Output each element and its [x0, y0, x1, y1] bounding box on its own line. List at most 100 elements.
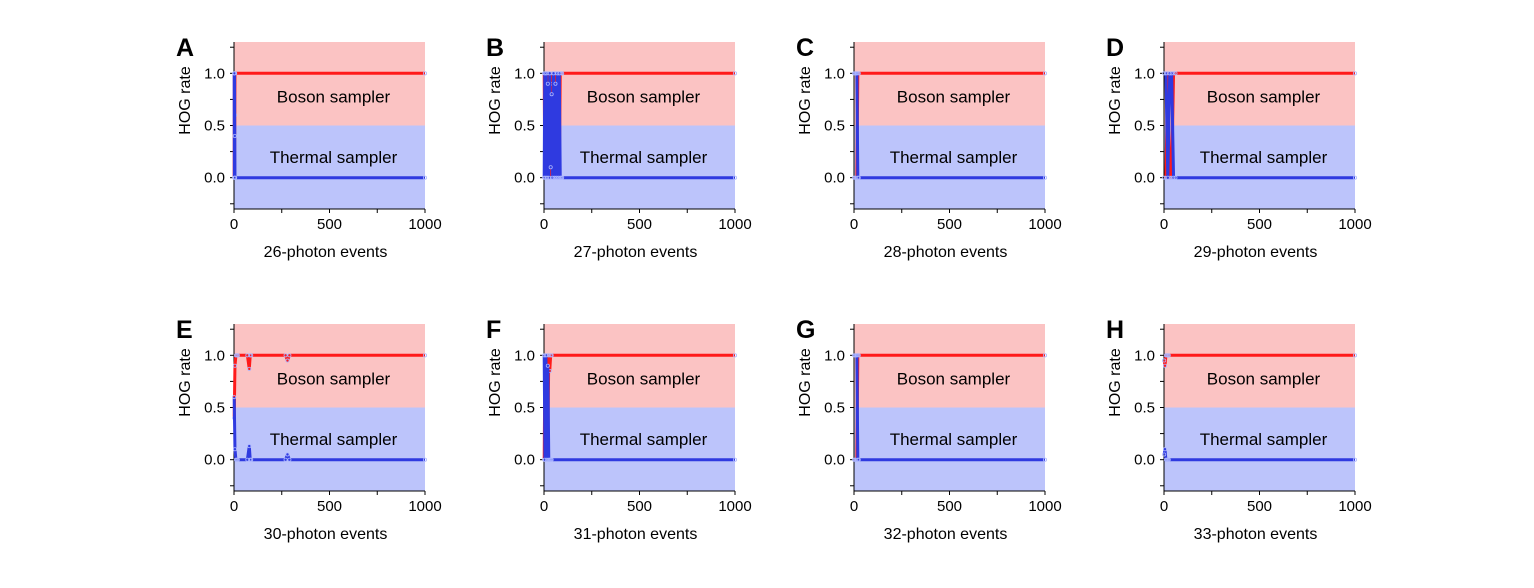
thermal-data-point [1167, 71, 1172, 76]
y-axis-label: HOG rate [177, 66, 194, 135]
boson-region [234, 324, 425, 408]
y-tick-label: 1.0 [824, 347, 845, 364]
thermal-region [544, 407, 735, 491]
panel-letter: B [486, 34, 504, 62]
y-tick-label: 1.0 [1134, 65, 1155, 82]
boson-data-point [287, 353, 292, 358]
x-tick-label: 1000 [718, 216, 751, 233]
thermal-data-point [1165, 175, 1170, 180]
boson-region-label: Boson sampler [587, 369, 701, 388]
y-tick-label: 0.0 [824, 170, 845, 187]
thermal-region-label: Thermal sampler [1200, 148, 1328, 167]
x-tick-label: 500 [317, 498, 342, 515]
thermal-data-point [232, 395, 237, 400]
panel-e: Boson sampler Thermal sampler 0.0 0.5 1.0 0 50… [176, 316, 442, 543]
thermal-data-point [1162, 447, 1167, 452]
panel-letter: E [176, 316, 193, 344]
thermal-data-point [546, 175, 551, 180]
thermal-data-point [733, 457, 738, 462]
x-axis-label: 26-photon events [264, 244, 388, 261]
boson-data-point [549, 353, 554, 358]
thermal-data-point [545, 363, 550, 368]
thermal-data-point [545, 175, 550, 180]
x-tick-label: 1000 [408, 216, 441, 233]
y-tick-label: 0.0 [824, 452, 845, 469]
boson-data-point [283, 353, 288, 358]
y-tick-label: 1.0 [824, 65, 845, 82]
y-axis-label: HOG rate [177, 348, 194, 417]
thermal-data-point [554, 175, 559, 180]
thermal-data-point [232, 133, 237, 138]
thermal-region-label: Thermal sampler [890, 430, 1018, 449]
boson-region-label: Boson sampler [1207, 369, 1321, 388]
y-tick-label: 0.5 [514, 400, 535, 417]
y-tick-label: 0.5 [824, 400, 845, 417]
thermal-data-point [1169, 71, 1174, 76]
thermal-data-point [553, 81, 558, 86]
boson-data-point [422, 353, 427, 358]
x-tick-label: 1000 [1028, 498, 1061, 515]
boson-region [854, 42, 1045, 126]
thermal-data-point [235, 457, 240, 462]
x-axis-label: 29-photon events [1194, 244, 1318, 261]
thermal-data-point [422, 175, 427, 180]
thermal-region [234, 407, 425, 491]
boson-data-point [232, 363, 237, 368]
thermal-data-point [1163, 71, 1168, 76]
x-tick-label: 1000 [1338, 216, 1371, 233]
thermal-data-point [854, 71, 859, 76]
thermal-series-line [542, 71, 735, 180]
thermal-data-point [548, 165, 553, 170]
thermal-data-point [557, 71, 562, 76]
boson-region-label: Boson sampler [277, 87, 391, 106]
boson-region [854, 324, 1045, 408]
thermal-data-point [545, 81, 550, 86]
y-tick-label: 1.0 [1134, 347, 1155, 364]
y-axis-label: HOG rate [1107, 348, 1124, 417]
y-axis-label: HOG rate [487, 348, 504, 417]
y-tick-label: 0.5 [514, 118, 535, 135]
boson-region [544, 42, 735, 126]
thermal-data-point [1353, 457, 1358, 462]
boson-data-point [1162, 363, 1167, 368]
panel-f: Boson sampler Thermal sampler 0.0 0.5 1.0 0 50… [486, 316, 752, 543]
thermal-data-point [232, 447, 237, 452]
thermal-data-point [232, 71, 237, 76]
y-tick-label: 0.5 [204, 400, 225, 417]
x-tick-label: 1000 [408, 498, 441, 515]
thermal-data-point [422, 457, 427, 462]
y-axis-label: HOG rate [1107, 66, 1124, 135]
x-tick-label: 500 [317, 216, 342, 233]
panel-c: Boson sampler Thermal sampler 0.0 0.5 1.0 0 50… [796, 34, 1062, 261]
thermal-data-point [1043, 175, 1048, 180]
boson-data-point [1353, 71, 1358, 76]
thermal-region [1164, 125, 1355, 209]
boson-data-point [1166, 353, 1171, 358]
y-axis-label: HOG rate [797, 66, 814, 135]
thermal-data-point [1166, 457, 1171, 462]
thermal-data-point [552, 175, 557, 180]
boson-data-point [1173, 71, 1178, 76]
y-tick-label: 1.0 [514, 347, 535, 364]
x-tick-label: 0 [850, 216, 858, 233]
thermal-region [854, 407, 1045, 491]
thermal-data-point [856, 457, 861, 462]
boson-region-label: Boson sampler [1207, 87, 1321, 106]
x-axis-label: 28-photon events [884, 244, 1008, 261]
x-axis-label: 32-photon events [884, 526, 1008, 543]
thermal-data-point [551, 71, 556, 76]
thermal-series-line [232, 71, 425, 180]
thermal-data-point [542, 353, 547, 358]
thermal-data-point [287, 457, 292, 462]
thermal-region-label: Thermal sampler [270, 430, 398, 449]
y-tick-label: 0.0 [204, 170, 225, 187]
thermal-data-point [1173, 175, 1178, 180]
x-tick-label: 0 [1160, 216, 1168, 233]
boson-data-point [235, 353, 240, 358]
y-tick-label: 0.5 [1134, 118, 1155, 135]
thermal-data-point [547, 71, 552, 76]
thermal-data-point [542, 457, 547, 462]
y-tick-label: 0.5 [1134, 400, 1155, 417]
boson-data-point [1162, 358, 1167, 363]
x-tick-label: 500 [937, 498, 962, 515]
